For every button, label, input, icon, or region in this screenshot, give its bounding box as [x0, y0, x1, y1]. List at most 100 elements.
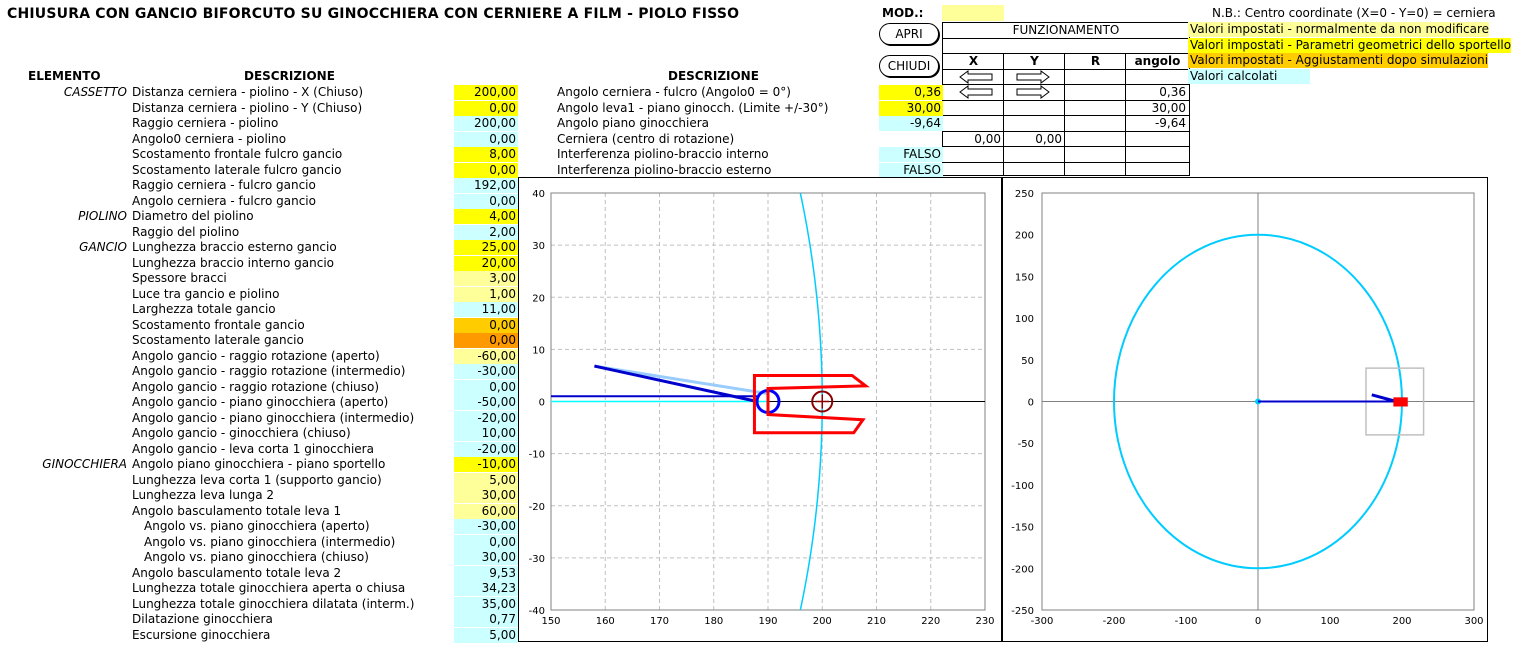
x-tick-label: -200 — [1103, 616, 1126, 627]
param-label: Lunghezza braccio interno gancio — [132, 255, 335, 270]
y-tick-label: 0 — [539, 398, 545, 409]
param-value: 0,00 — [454, 131, 518, 147]
param-label: Angolo gancio - ginocchiera (chiuso) — [132, 426, 351, 440]
y-tick-label: 150 — [1015, 272, 1034, 283]
param-value[interactable]: 0,00 — [454, 162, 518, 178]
param-value[interactable]: 30,00 — [454, 488, 518, 503]
chart-zoom: 150 160 170 180 190 200 210 220 230 40 30 20 10 0 -10 -… — [518, 177, 1002, 642]
param-value: 2,00 — [454, 224, 518, 240]
y-tick-label: -40 — [529, 606, 545, 617]
param-value: -20,00 — [454, 441, 518, 457]
param-label: Lunghezza totale ginocchiera dilatata (i… — [132, 596, 415, 611]
param-label: Lunghezza totale ginocchiera aperta o ch… — [132, 581, 406, 595]
y-tick-label: 10 — [532, 345, 545, 356]
y-tick-label: -50 — [1018, 439, 1034, 450]
chiudi-button[interactable]: CHIUDI — [879, 55, 939, 77]
param-label: Lunghezza braccio esterno gancio — [132, 240, 337, 254]
arrow-left-icon — [959, 70, 993, 84]
funzionamento-title: FUNZIONAMENTO — [1012, 23, 1120, 37]
x-tick-label: 230 — [975, 616, 994, 627]
param-value: 9,53 — [454, 565, 518, 581]
x-tick-label: 0 — [1255, 616, 1261, 627]
x-tick-label: 220 — [921, 616, 940, 627]
angolo-value: 0,36 — [1159, 85, 1186, 99]
param-value: 192,00 — [454, 178, 518, 193]
param2-value[interactable]: 30,00 — [879, 100, 943, 116]
param-value[interactable]: 3,00 — [454, 271, 518, 286]
param-value: 200,00 — [454, 116, 518, 131]
param-value[interactable]: 0,00 — [454, 333, 518, 348]
param-value[interactable]: 4,00 — [454, 209, 518, 224]
funzionamento-table: FUNZIONAMENTO X Y R angolo 0,36 30,00 -9… — [942, 22, 1190, 176]
param2-label: Angolo leva1 - piano ginocch. (Limite +/… — [557, 100, 829, 115]
lever-dark — [594, 364, 758, 403]
param2-value[interactable]: 0,36 — [879, 85, 943, 100]
param-label: Angolo vs. piano ginocchiera (intermedio… — [144, 534, 396, 549]
param-label: Angolo cerniera - fulcro gancio — [132, 193, 316, 208]
x-tick-label: 200 — [1392, 616, 1411, 627]
mod-input[interactable] — [942, 5, 1004, 21]
param-value[interactable]: 8,00 — [454, 147, 518, 162]
param-value[interactable]: 200,00 — [454, 85, 518, 100]
header-descrizione-2: DESCRIZIONE — [668, 69, 759, 83]
param-value[interactable]: 20,00 — [454, 255, 518, 271]
y-tick-label: -10 — [529, 450, 545, 461]
param-label: Angolo basculamento totale leva 1 — [132, 503, 342, 518]
param-value: 0,00 — [454, 379, 518, 395]
table-gridlines — [942, 38, 1190, 176]
param-value[interactable]: 25,00 — [454, 240, 518, 255]
param-label: Scostamento frontale gancio — [132, 317, 305, 332]
y-tick-label: -250 — [1011, 606, 1034, 617]
y-tick-label: -200 — [1011, 564, 1034, 575]
y-tick-label: -100 — [1011, 481, 1034, 492]
param-value[interactable]: -60,00 — [454, 348, 518, 364]
hook-outline — [752, 373, 870, 435]
param-value: 0,77 — [454, 612, 518, 627]
param-label: Scostamento laterale fulcro gancio — [132, 162, 342, 177]
x-tick-label: 160 — [596, 616, 615, 627]
x-tick-label: 190 — [758, 616, 777, 627]
param2-label: Angolo piano ginocchiera — [557, 116, 710, 130]
param-label: Luce tra gancio e piolino — [132, 286, 280, 301]
param2-value: -9,64 — [879, 116, 943, 131]
param-label: Raggio cerniera - piolino — [132, 116, 279, 130]
param-value[interactable]: 0,00 — [454, 317, 518, 333]
param-label: Scostamento frontale fulcro gancio — [132, 147, 343, 161]
param-label: Angolo piano ginocchiera - piano sportel… — [132, 457, 386, 471]
x-tick-label: -100 — [1175, 616, 1198, 627]
group-label: CASSETTO — [63, 85, 127, 99]
param-value: 11,00 — [454, 302, 518, 317]
x-tick-label: 210 — [867, 616, 886, 627]
group-label: PIOLINO — [78, 209, 127, 223]
param2-label: Cerniera (centro di rotazione) — [557, 131, 735, 146]
apri-button[interactable]: APRI — [879, 23, 939, 45]
param-value: -30,00 — [454, 519, 518, 534]
param-label: Lunghezza leva lunga 2 — [132, 488, 275, 502]
param-value[interactable]: 5,00 — [454, 472, 518, 488]
param-label: Angolo gancio - piano ginocchiera (inter… — [132, 410, 415, 425]
pin-circle — [811, 390, 834, 413]
param2-value: FALSO — [879, 162, 943, 178]
y-tick-label: 250 — [1015, 189, 1034, 200]
y-tick-label: 100 — [1015, 314, 1034, 325]
y-tick-label: 20 — [532, 293, 545, 304]
param-value[interactable]: -10,00 — [454, 457, 518, 472]
header-elemento: ELEMENTO — [28, 69, 101, 83]
param-label: Angolo vs. piano ginocchiera (aperto) — [144, 519, 370, 533]
param-label: Angolo gancio - piano ginocchiera (apert… — [132, 395, 389, 409]
param-value: 35,00 — [454, 596, 518, 612]
y-tick-label: 50 — [1021, 356, 1034, 367]
y-tick-label: 40 — [532, 189, 545, 200]
y-tick-label: 30 — [532, 241, 545, 252]
param-value: 0,00 — [454, 534, 518, 550]
col-r-header: R — [1090, 54, 1101, 68]
angolo-value: -9,64 — [1154, 116, 1186, 130]
angolo-value: 30,00 — [1151, 101, 1186, 115]
arrow-right-icon — [1016, 85, 1050, 99]
param-label: Dilatazione ginocchiera — [132, 612, 273, 626]
y-tick-label: -30 — [529, 554, 545, 565]
param-value[interactable]: 60,00 — [454, 503, 518, 519]
y-tick-label: -20 — [529, 502, 545, 513]
param-value[interactable]: 1,00 — [454, 286, 518, 302]
param-value[interactable]: 0,00 — [454, 100, 518, 116]
